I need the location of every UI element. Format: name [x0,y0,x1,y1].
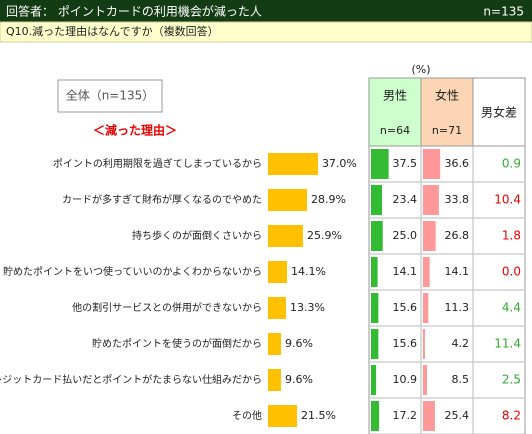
cell-value: 23.4 [393,193,418,206]
cell-bar [423,221,436,251]
column-header [472,77,526,147]
cell-bar [371,365,377,395]
cell-value: 10.9 [393,373,418,386]
cell-value: 33.8 [445,193,470,206]
cell-bar [423,149,441,179]
column-name: 男女差 [481,105,517,120]
cell-value: 37.5 [393,157,418,170]
bar [268,405,298,427]
question-bar [0,21,532,43]
cell-value: 26.8 [445,229,470,242]
cell-value: 36.6 [445,157,470,170]
column-header [368,77,422,147]
diff-value: 8.2 [502,409,521,423]
diff-value: 1.8 [502,229,521,243]
diff-value: 11.4 [494,337,521,351]
cell-bar [423,257,430,287]
column-name: 女性 [435,88,459,103]
cell-bar [423,329,425,359]
bar [268,189,308,211]
cell-value: 17.2 [393,409,418,422]
value-label: 37.0% [322,157,357,170]
bar [268,225,303,247]
cell-bar [423,185,439,215]
value-label: 9.6% [285,373,313,386]
cell-bar [423,401,435,431]
cell-value: 4.2 [452,337,470,350]
bar [268,297,286,319]
cell-value: 8.5 [452,373,470,386]
diff-value: 0.9 [502,157,521,171]
value-label: 25.9% [307,229,342,242]
value-label: 14.1% [291,265,326,278]
diff-value: 4.4 [502,301,521,315]
cell-bar [371,149,389,179]
cell-bar [423,293,429,323]
header-title: 回答者： ポイントカードの利用機会が減った人 [6,4,262,19]
cell-bar [371,221,383,251]
unit: (%) [411,63,430,76]
bar [268,153,318,175]
header-bar [0,0,532,22]
category-label: クレジットカード払いだとポイントがたまらない仕組みだから [0,373,262,386]
category-label: 貯めたポイントを使うのが面倒だから [92,337,262,350]
column-n: n=64 [380,124,410,137]
cell-bar [371,401,380,431]
diff-value: 0.0 [502,265,521,279]
category-label: ポイントの利用期限を過ぎてしまっているから [53,157,262,170]
cell-bar [423,365,427,395]
cell-value: 11.3 [445,301,470,314]
cell-bar [371,293,379,323]
cell-value: 25.0 [393,229,418,242]
category-label: 持ち歩くのが面倒くさいから [132,229,262,242]
category-label: その他 [232,409,262,422]
cell-bar [371,185,382,215]
cell-value: 25.4 [445,409,470,422]
column-name: 男性 [383,89,407,103]
overall-label: 全体（n=135） [66,88,155,103]
question: Q10.減った理由はなんですか（複数回答） [6,24,219,38]
bar [268,369,281,391]
cell-value: 15.6 [393,301,418,314]
category-label: 貯めたポイントをいつ使っていいのかよくわからないから [3,265,262,278]
bar [268,261,288,283]
column-header [420,77,474,147]
section-label: ＜減った理由＞ [93,123,177,138]
cell-bar [371,257,378,287]
value-label: 21.5% [301,409,336,422]
value-label: 9.6% [285,337,313,350]
header-n: n=135 [483,5,524,19]
diff-value: 10.4 [494,193,521,207]
bar [268,333,281,355]
cell-value: 15.6 [393,337,418,350]
diff-value: 2.5 [502,373,521,387]
category-label: 他の割引サービスとの併用ができないから [72,301,262,314]
overall-box [57,79,163,113]
value-label: 13.3% [290,301,325,314]
cell-value: 14.1 [393,265,418,278]
value-label: 28.9% [311,193,346,206]
category-label: カードが多すぎて財布が厚くなるのでやめた [62,193,262,206]
cell-value: 14.1 [445,265,470,278]
cell-bar [371,329,379,359]
column-n: n=71 [432,124,462,137]
